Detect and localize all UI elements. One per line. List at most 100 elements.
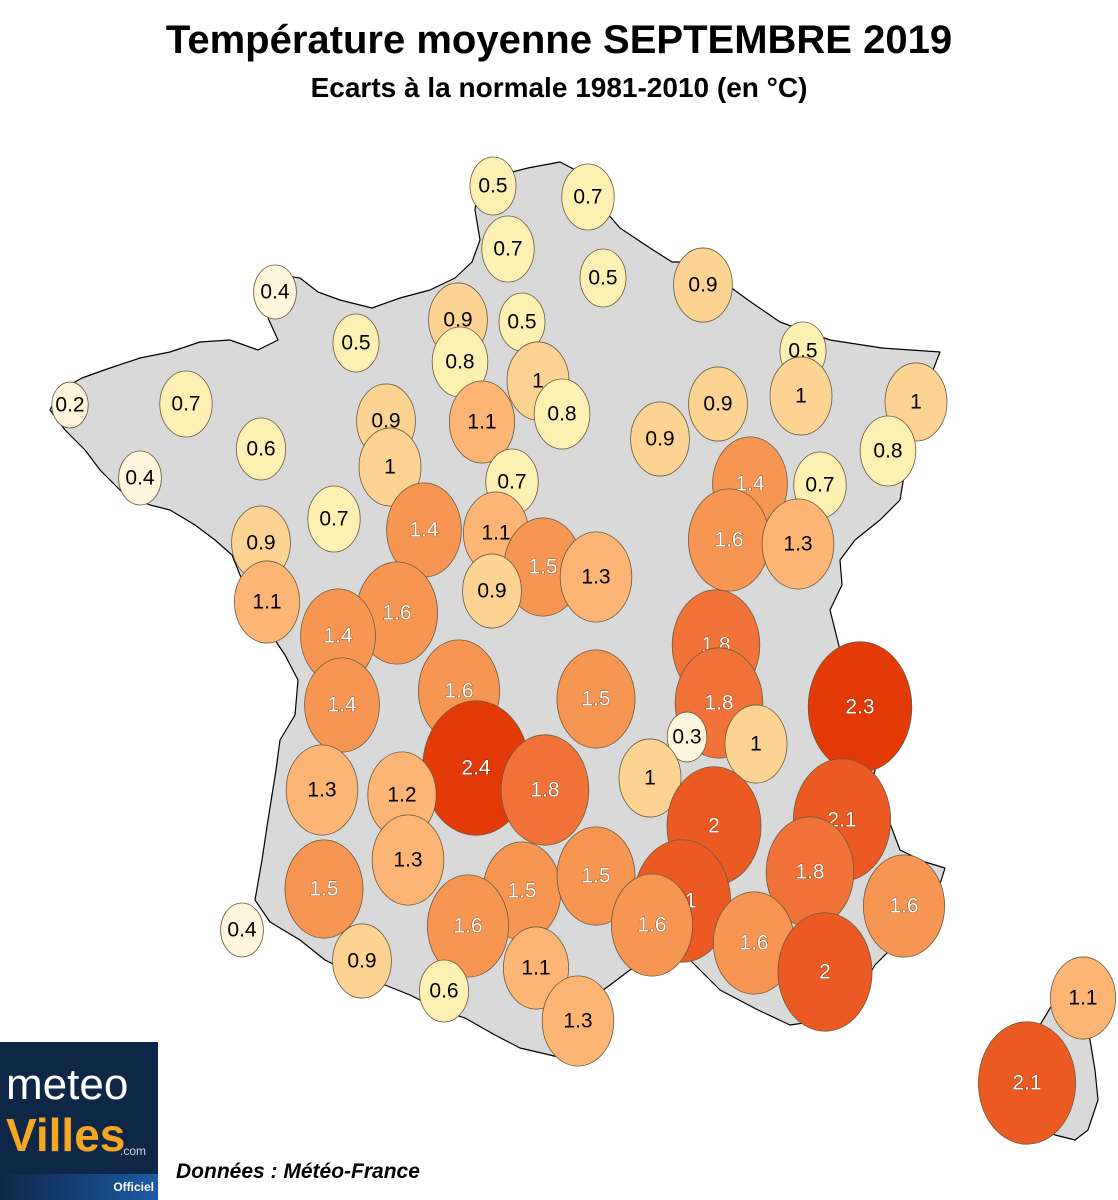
station-bubble <box>561 163 615 231</box>
station-bubble <box>418 959 469 1023</box>
station-marker: 2.1 <box>978 1021 1077 1145</box>
station-marker: 1.6 <box>426 874 509 978</box>
station-value-label: 2.1 <box>1012 1072 1041 1095</box>
station-bubble <box>233 560 300 644</box>
station-bubble <box>332 313 380 373</box>
station-marker: 1 <box>618 738 682 818</box>
station-value-label: 1.4 <box>409 519 439 542</box>
station-value-label: 1.5 <box>507 880 536 903</box>
station-value-label: 0.6 <box>246 438 275 461</box>
station-value-label: 0.5 <box>478 175 507 198</box>
station-marker: 0.5 <box>579 248 627 308</box>
station-bubble <box>358 427 422 507</box>
station-bubble <box>541 975 615 1067</box>
station-value-label: 1 <box>384 456 396 479</box>
station-value-label: 0.9 <box>371 410 400 433</box>
station-value-label: 0.9 <box>347 950 376 973</box>
data-source: Données : Météo-France <box>176 1160 420 1183</box>
station-marker: 1.1 <box>448 380 515 464</box>
station-marker: 1.6 <box>611 873 694 977</box>
station-value-label: 1 <box>750 733 762 756</box>
station-value-label: 1.3 <box>563 1010 592 1033</box>
station-bubble <box>863 854 946 958</box>
station-bubble <box>371 814 445 906</box>
station-marker: 1.3 <box>371 814 445 906</box>
station-marker: 1.3 <box>285 744 359 836</box>
station-bubble <box>253 264 297 320</box>
station-value-label: 0.4 <box>227 919 257 942</box>
station-marker: 0.9 <box>332 923 392 999</box>
station-bubble <box>1050 956 1117 1040</box>
station-value-label: 0.9 <box>443 309 472 332</box>
station-value-label: 0.7 <box>171 393 200 416</box>
station-value-label: 0.7 <box>805 474 834 497</box>
station-value-label: 1.2 <box>387 784 416 807</box>
station-marker: 1.5 <box>284 839 364 939</box>
station-bubble <box>859 415 917 487</box>
station-marker: 1 <box>724 704 788 784</box>
station-value-label: 0.9 <box>703 393 732 416</box>
station-value-label: 1 <box>910 391 922 414</box>
station-bubble <box>469 156 517 216</box>
meteovilles-logo: meteo Villes .com Officiel <box>0 1042 158 1200</box>
station-value-label: 1.3 <box>393 849 422 872</box>
map-title: Température moyenne SEPTEMBRE 2019 <box>165 18 953 62</box>
station-value-label: 1.8 <box>795 861 824 884</box>
station-value-label: 0.9 <box>477 580 506 603</box>
station-bubble <box>673 247 733 323</box>
station-marker: 1.5 <box>556 826 636 926</box>
station-value-label: 1.6 <box>453 915 482 938</box>
station-value-label: 1 <box>795 385 807 408</box>
station-bubble <box>761 498 835 590</box>
station-value-label: 0.7 <box>573 186 602 209</box>
station-value-label: 1.1 <box>1068 987 1097 1010</box>
logo-meteo-text: meteo <box>6 1060 129 1109</box>
station-value-label: 2 <box>819 961 831 984</box>
station-marker: 0.4 <box>253 264 297 320</box>
station-marker: 1.1 <box>502 926 569 1010</box>
station-markers: 0.5 0.7 0.7 0.5 0.9 0.4 0.9 0.5 0.5 0.8 0.5 1 0.2 0.7… <box>51 156 1117 1145</box>
station-marker: 0.4 <box>220 902 264 958</box>
station-value-label: 1.3 <box>307 779 336 802</box>
station-bubble <box>556 826 636 926</box>
station-value-label: 1.3 <box>581 566 610 589</box>
station-marker: 0.6 <box>418 959 469 1023</box>
station-value-label: 2.4 <box>461 757 491 780</box>
station-marker: 0.8 <box>859 415 917 487</box>
station-value-label: 1.6 <box>444 680 473 703</box>
station-marker: 1 <box>769 356 833 436</box>
station-marker: 1.8 <box>765 816 855 928</box>
station-marker: 2 <box>777 912 873 1032</box>
station-bubble <box>307 485 361 553</box>
station-marker: 0.8 <box>533 378 591 450</box>
station-marker: 0.9 <box>462 553 522 629</box>
station-marker: 0.4 <box>118 450 162 506</box>
station-marker: 0.9 <box>231 505 291 581</box>
station-marker: 0.9 <box>673 247 733 323</box>
station-bubble <box>284 839 364 939</box>
station-marker: 0.9 <box>630 401 690 477</box>
station-marker: 1.3 <box>559 531 633 623</box>
station-marker: 1.6 <box>713 891 796 995</box>
station-value-label: 0.8 <box>547 403 576 426</box>
station-bubble <box>630 401 690 477</box>
station-marker: 1.6 <box>688 488 771 592</box>
station-marker: 1.8 <box>500 734 590 846</box>
station-value-label: 0.2 <box>55 394 84 417</box>
station-bubble <box>481 215 535 283</box>
map-subtitle: Ecarts à la normale 1981-2010 (en °C) <box>310 72 808 103</box>
station-value-label: 1.6 <box>889 895 918 918</box>
station-value-label: 1 <box>532 370 544 393</box>
station-value-label: 2.3 <box>845 696 874 719</box>
station-value-label: 1.3 <box>783 533 812 556</box>
station-bubble <box>688 366 748 442</box>
station-value-label: 1.1 <box>467 411 496 434</box>
station-bubble <box>579 248 627 308</box>
station-marker: 1.1 <box>233 560 300 644</box>
station-value-label: 1.4 <box>735 473 765 496</box>
station-value-label: 0.9 <box>688 274 717 297</box>
station-value-label: 1.6 <box>382 602 411 625</box>
station-bubble <box>118 450 162 506</box>
station-bubble <box>448 380 515 464</box>
